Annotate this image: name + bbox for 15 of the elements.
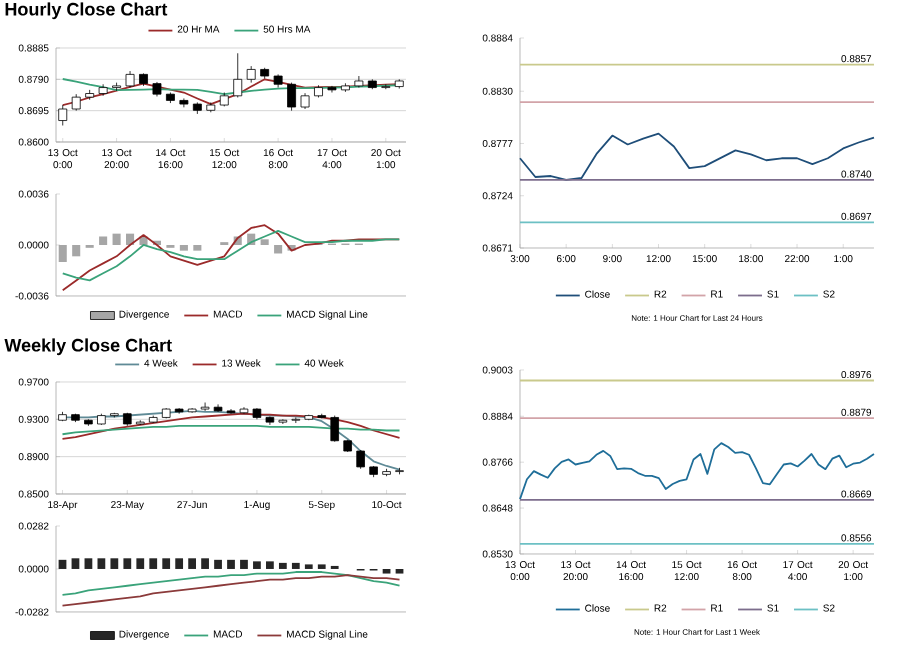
candlestick (58, 104, 68, 126)
candlestick (179, 98, 189, 108)
candlestick (233, 52, 243, 98)
candlestick (330, 415, 339, 443)
candlestick (356, 449, 365, 470)
candlestick (98, 83, 108, 97)
candlestick (327, 85, 337, 93)
chart-title: Weekly Close Chart (4, 338, 172, 356)
chart-title: Hourly Close Chart (5, 2, 168, 20)
candlestick (287, 82, 297, 112)
line-series (519, 442, 875, 501)
candlestick (291, 417, 301, 424)
candlestick (354, 75, 364, 88)
candlestick (200, 402, 210, 412)
candlestick (278, 418, 288, 425)
